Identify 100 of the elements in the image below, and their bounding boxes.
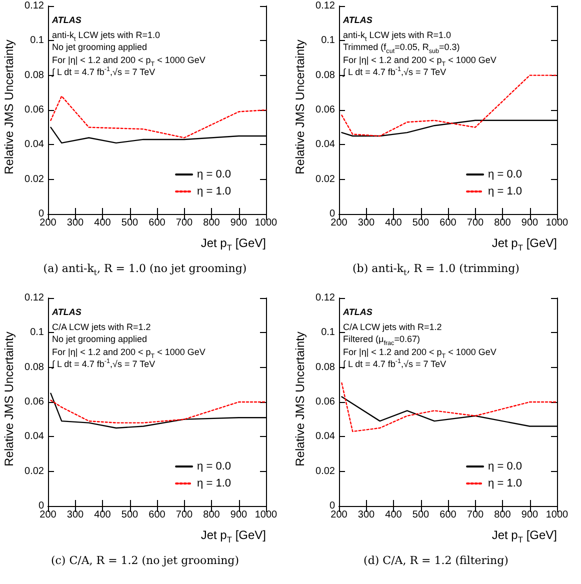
y-tick-label: 0.08 [316, 70, 336, 81]
x-axis-title: Jet p$_{T}$ [GeV] [200, 528, 266, 544]
y-tick-label: 0.12 [316, 292, 336, 304]
y-tick-label: 0.02 [24, 466, 44, 477]
y-tick-label: 0.04 [24, 139, 44, 150]
x-tick-label: 500 [121, 218, 139, 228]
x-tick-label: 700 [466, 218, 484, 228]
y-tick-label: 0 [38, 500, 44, 512]
x-tick-label: 800 [203, 218, 220, 228]
y-tick-label: 0.12 [24, 292, 44, 304]
y-tick-label: 0.04 [316, 431, 336, 442]
legend-label: η = 1.0 [488, 478, 522, 490]
y-tick-label: 0.06 [24, 104, 44, 116]
y-tick-label: 0.08 [24, 70, 44, 81]
x-axis-title: Jet p$_{T}$ [GeV] [492, 236, 557, 252]
x-tick-label: 400 [385, 510, 402, 520]
legend-label: η = 0.0 [488, 168, 522, 180]
x-tick-label: 600 [148, 510, 166, 520]
text: (a) anti-k$_{t}$, R = 1.0 (no jet grooming) [42, 262, 248, 278]
annotation: ATLAS [52, 306, 82, 318]
text: (d) C/A, R = 1.2 (filtering) [362, 554, 510, 567]
x-tick-label: 900 [230, 218, 248, 228]
y-tick-label: 0.04 [24, 431, 44, 442]
y-tick-label: 0 [329, 208, 336, 220]
legend-label: η = 1.0 [488, 186, 522, 198]
x-tick-label: 500 [412, 218, 430, 228]
x-tick-label: 600 [440, 510, 457, 520]
y-tick-label: 0.06 [316, 104, 336, 116]
line-series [50, 400, 267, 424]
x-tick-label: 400 [94, 510, 112, 520]
y-tick-label: 0.02 [316, 174, 336, 185]
x-tick-label: 1000 [546, 218, 569, 228]
y-axis-title: Relative JMS Uncertainty [293, 38, 307, 176]
annotation: ATLAS [343, 306, 374, 318]
legend-label: η = 1.0 [197, 186, 232, 198]
x-tick-label: 800 [494, 218, 512, 228]
x-tick-label: 600 [148, 218, 166, 228]
y-tick-label: 0.06 [316, 396, 336, 408]
x-tick-label: 300 [358, 510, 376, 520]
y-tick-label: 0.02 [24, 174, 44, 185]
annotation: Trimmed (f$_{cut}$=0.05, R$_{sub}$=0.3) [343, 41, 461, 55]
y-tick-label: 0.1 [321, 327, 336, 338]
annotation: For |η| < 1.2 and 200 < p$_{T}$ < 1000 GeV [343, 54, 496, 68]
y-tick-label: 0.12 [24, 0, 44, 12]
annotation: No jet grooming applied [52, 41, 148, 54]
text: (b) anti-k$_{t}$, R = 1.0 (trimming) [352, 262, 520, 278]
x-tick-label: 800 [203, 510, 220, 520]
annotation: No jet grooming applied [52, 333, 148, 346]
y-tick-label: 0.12 [316, 0, 336, 12]
line-series [341, 382, 558, 432]
x-tick-label: 500 [121, 510, 139, 520]
legend-label: η = 0.0 [197, 460, 232, 472]
annotation: ATLAS [343, 14, 374, 26]
x-tick-label: 1000 [546, 510, 569, 520]
legend-label: η = 0.0 [488, 460, 522, 472]
x-tick-label: 800 [494, 510, 512, 520]
x-tick-label: 300 [66, 218, 84, 228]
x-tick-label: 300 [66, 510, 84, 520]
annotation: C/A LCW jets with R=1.2 [52, 320, 152, 333]
x-tick-label: 200 [330, 218, 348, 228]
annotation: anti-k$_{t}$ LCW jets with R=1.0 [343, 28, 452, 42]
y-tick-label: 0 [329, 500, 336, 512]
y-tick-label: 0.1 [30, 327, 44, 338]
x-tick-label: 900 [521, 510, 539, 520]
y-tick-label: 0.08 [316, 362, 336, 373]
x-tick-label: 400 [385, 218, 402, 228]
annotation: ATLAS [52, 14, 82, 26]
annotation: Filtered (μ$_{frac}$=0.67) [343, 333, 421, 347]
legend-label: η = 1.0 [197, 478, 232, 490]
x-tick-label: 700 [466, 510, 484, 520]
x-tick-label: 700 [176, 510, 194, 520]
x-tick-label: 200 [40, 218, 57, 228]
x-tick-label: 1000 [254, 510, 278, 520]
x-tick-label: 1000 [254, 218, 278, 228]
annotation: For |η| < 1.2 and 200 < p$_{T}$ < 1000 GeV [52, 346, 206, 360]
y-axis-title: Relative JMS Uncertainty [2, 38, 16, 176]
x-tick-label: 300 [358, 218, 376, 228]
y-tick-label: 0.1 [30, 35, 44, 46]
x-tick-label: 200 [40, 510, 57, 520]
annotation: For |η| < 1.2 and 200 < p$_{T}$ < 1000 GeV [52, 54, 206, 68]
x-tick-label: 700 [176, 218, 194, 228]
y-tick-label: 0.08 [24, 362, 44, 373]
line-series [50, 96, 267, 138]
y-axis-title: Relative JMS Uncertainty [293, 330, 307, 468]
x-tick-label: 900 [230, 510, 248, 520]
x-axis-title: Jet p$_{T}$ [GeV] [200, 236, 266, 252]
x-axis-title: Jet p$_{T}$ [GeV] [492, 528, 557, 544]
y-axis-title: Relative JMS Uncertainty [2, 330, 16, 468]
y-tick-label: 0.04 [316, 139, 336, 150]
annotation: anti-k$_{t}$ LCW jets with R=1.0 [52, 28, 162, 42]
x-tick-label: 600 [440, 218, 457, 228]
text: (c) C/A, R = 1.2 (no jet grooming) [50, 554, 240, 567]
legend-label: η = 0.0 [197, 168, 232, 180]
y-tick-label: 0 [38, 208, 44, 220]
annotation: C/A LCW jets with R=1.2 [343, 320, 443, 333]
y-tick-label: 0.02 [316, 466, 336, 477]
y-tick-label: 0.06 [24, 396, 44, 408]
annotation: For |η| < 1.2 and 200 < p$_{T}$ < 1000 GeV [343, 346, 496, 360]
y-tick-label: 0.1 [321, 35, 336, 46]
x-tick-label: 200 [330, 510, 348, 520]
